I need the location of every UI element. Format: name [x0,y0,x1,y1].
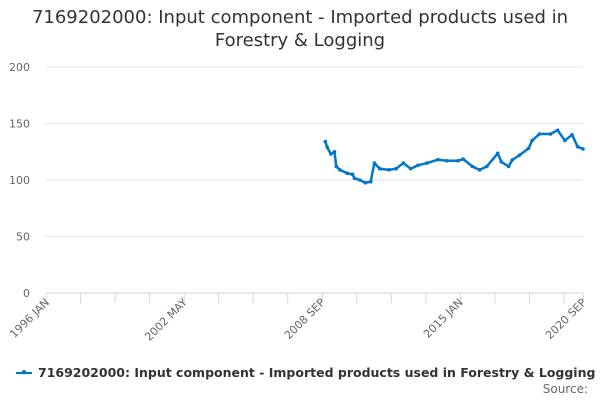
data-point [401,161,406,165]
data-point [363,180,368,185]
x-tick-label: 2008 SEP [282,296,328,342]
data-point [530,138,535,143]
data-point [456,158,460,163]
data-point [477,168,482,172]
data-point [378,166,382,171]
data-point [461,157,466,161]
data-point [350,172,355,177]
series-line [324,129,584,184]
data-point [358,178,362,182]
y-tick-label: 150 [9,118,30,131]
x-tick-label: 2015 JAN [421,296,466,341]
data-point [485,164,489,169]
data-point [526,146,531,151]
data-point [445,158,449,163]
source-label: Source: [542,382,588,396]
y-tick-label: 200 [9,61,30,74]
data-point [408,166,413,171]
chart-title: 7169202000: Input component - Imported p… [31,7,569,51]
data-point [499,160,504,164]
x-tick-label: 1996 JAN [7,296,52,341]
data-point [548,132,553,136]
data-point [495,151,500,156]
data-point [537,132,542,136]
legend-item[interactable]: 7169202000: Input component - Imported p… [16,365,595,380]
data-point [425,161,429,165]
data-point [506,164,511,169]
data-point [581,147,585,151]
legend-label: 7169202000: Input component - Imported p… [38,365,596,380]
data-point [555,128,560,133]
y-tick-label: 50 [16,231,30,244]
data-point [470,164,475,169]
y-tick-label: 0 [23,287,30,300]
legend-line-marker-icon [16,370,32,374]
data-point [394,166,398,171]
data-point [368,179,373,184]
y-tick-label: 100 [9,174,30,187]
data-point [323,139,328,144]
data-point [372,161,377,165]
data-point [570,133,574,137]
data-point [334,164,339,169]
data-point [345,171,349,176]
data-point [325,145,329,150]
data-point [575,144,580,149]
data-point [510,158,515,162]
data-point [329,152,333,156]
data-point [517,153,522,157]
data-point [352,176,357,181]
data-point [387,168,391,172]
data-point [563,138,567,143]
x-tick-label: 2020 SEP [543,296,589,342]
data-point [332,149,337,154]
data-point [338,168,342,172]
data-point [436,157,440,162]
data-point [416,163,420,168]
